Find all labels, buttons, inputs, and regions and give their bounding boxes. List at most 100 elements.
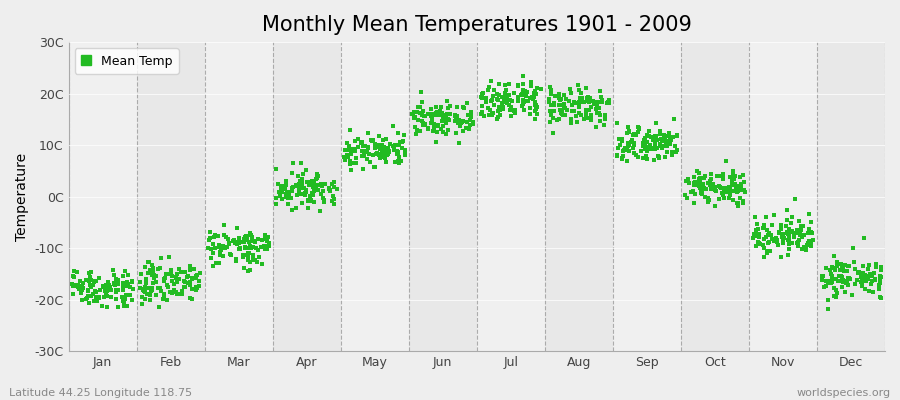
Point: [544, 91, 558, 97]
Point: [652, 131, 667, 137]
Point: [327, 201, 341, 208]
Point: [119, 292, 133, 298]
Point: [615, 136, 629, 142]
Point: [102, 282, 116, 288]
Point: [874, 264, 888, 271]
Point: [240, 252, 255, 259]
Point: [726, 182, 741, 188]
Point: [827, 265, 842, 272]
Point: [713, 184, 727, 190]
Point: [147, 272, 161, 278]
Point: [390, 150, 404, 157]
Point: [517, 92, 531, 98]
Point: [662, 130, 676, 137]
Point: [655, 145, 670, 152]
Point: [500, 99, 514, 106]
Point: [718, 189, 733, 195]
Point: [162, 254, 176, 260]
Point: [140, 285, 155, 292]
Point: [443, 103, 457, 109]
Point: [364, 136, 378, 143]
Point: [145, 285, 159, 291]
Point: [785, 240, 799, 246]
Point: [723, 174, 737, 180]
Point: [100, 293, 114, 300]
Point: [572, 103, 587, 110]
Point: [365, 152, 380, 158]
Point: [208, 244, 222, 251]
Point: [589, 124, 603, 130]
Point: [516, 100, 530, 107]
Point: [145, 262, 159, 268]
Point: [823, 267, 837, 274]
Point: [272, 189, 286, 195]
Point: [341, 147, 356, 154]
Point: [139, 264, 153, 270]
Point: [595, 98, 609, 105]
Text: Latitude 44.25 Longitude 118.75: Latitude 44.25 Longitude 118.75: [9, 388, 192, 398]
Point: [80, 287, 94, 293]
Point: [528, 116, 543, 123]
Point: [239, 233, 254, 240]
Point: [417, 121, 431, 128]
Point: [626, 142, 641, 148]
Point: [599, 100, 614, 106]
Point: [737, 189, 751, 196]
Point: [867, 270, 881, 276]
Point: [450, 114, 464, 120]
Point: [387, 147, 401, 154]
Point: [421, 111, 436, 118]
Point: [563, 120, 578, 126]
Point: [310, 182, 325, 188]
Point: [310, 174, 324, 181]
Point: [302, 198, 316, 205]
Point: [260, 235, 274, 242]
Point: [602, 96, 616, 103]
Point: [187, 266, 202, 272]
Point: [121, 281, 135, 287]
Point: [462, 126, 476, 132]
Point: [299, 186, 313, 193]
Point: [274, 196, 289, 202]
Point: [347, 147, 362, 154]
Point: [529, 102, 544, 108]
Point: [434, 104, 448, 111]
Point: [845, 292, 859, 298]
Point: [787, 234, 801, 240]
Point: [716, 171, 731, 177]
Point: [93, 287, 107, 294]
Point: [688, 178, 703, 185]
Point: [315, 182, 329, 189]
Point: [154, 288, 168, 294]
Point: [125, 278, 140, 284]
Point: [580, 98, 595, 104]
Point: [427, 121, 441, 128]
Point: [552, 102, 566, 108]
Point: [508, 106, 522, 113]
Point: [638, 136, 652, 142]
Point: [154, 254, 168, 261]
Point: [847, 266, 861, 272]
Point: [526, 94, 541, 100]
Point: [802, 238, 816, 244]
Point: [318, 181, 332, 187]
Point: [173, 291, 187, 298]
Point: [554, 110, 569, 117]
Point: [202, 237, 216, 243]
Point: [111, 304, 125, 310]
Point: [839, 280, 853, 287]
Point: [499, 96, 513, 102]
Point: [144, 288, 158, 294]
Point: [764, 222, 778, 228]
Point: [617, 147, 632, 153]
Point: [615, 156, 629, 162]
Point: [515, 103, 529, 109]
Point: [203, 255, 218, 261]
Point: [821, 297, 835, 303]
Point: [736, 200, 751, 206]
Point: [479, 99, 493, 105]
Bar: [273, 42, 341, 351]
Point: [185, 276, 200, 282]
Point: [377, 144, 392, 150]
Point: [90, 298, 104, 304]
